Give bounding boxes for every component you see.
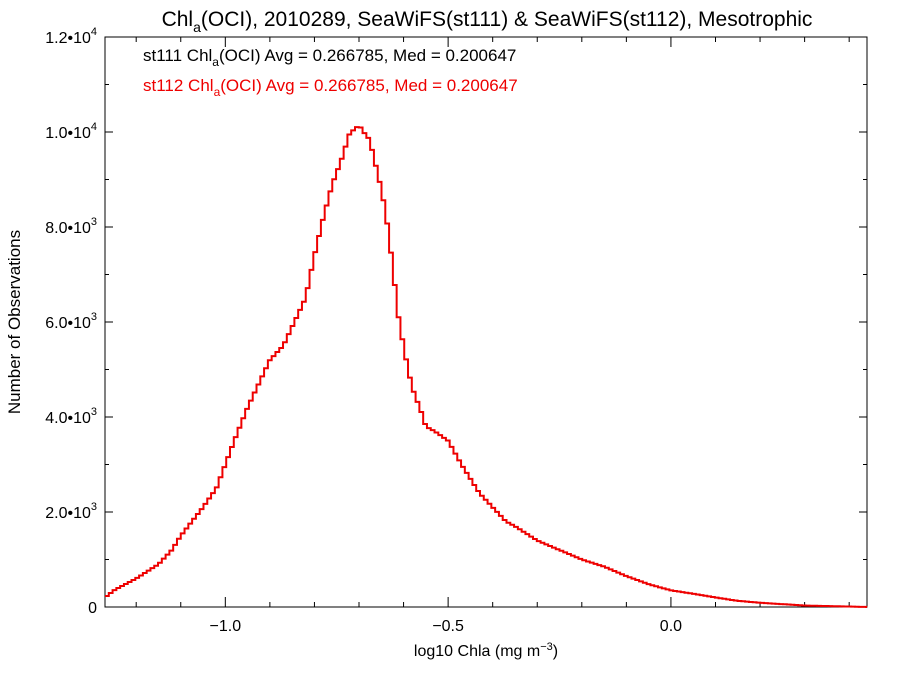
y-tick-label: 6.0•103 bbox=[45, 311, 97, 332]
y-axis: 0 2.0•103 4.0•103 6.0•103 8.0•103 1.0•104 1.2•… bbox=[45, 26, 867, 617]
x-tick-label: −1.0 bbox=[210, 618, 242, 635]
y-tick-label: 1.2•104 bbox=[45, 26, 97, 47]
x-tick-label: 0.0 bbox=[660, 618, 682, 635]
stats-annotations: st111 Chla(OCI) Avg = 0.266785, Med = 0.… bbox=[143, 46, 518, 99]
x-axis: −1.0 −0.5 0.0 bbox=[136, 37, 849, 635]
plot-frame bbox=[105, 37, 867, 607]
y-tick-label: 4.0•103 bbox=[45, 406, 97, 427]
x-axis-label: log10 Chla (mg m−3) bbox=[414, 641, 558, 660]
y-tick-label: 1.0•104 bbox=[45, 121, 97, 142]
y-tick-label: 8.0•103 bbox=[45, 216, 97, 237]
chart-title: Chla(OCI), 2010289, SeaWiFS(st111) & Sea… bbox=[162, 8, 813, 35]
y-tick-label: 0 bbox=[88, 600, 97, 617]
annotation-st111: st111 Chla(OCI) Avg = 0.266785, Med = 0.… bbox=[143, 46, 516, 69]
histogram-series-line bbox=[105, 127, 867, 607]
annotation-st112: st112 Chla(OCI) Avg = 0.266785, Med = 0.… bbox=[143, 76, 518, 99]
x-tick-label: −0.5 bbox=[432, 618, 464, 635]
y-axis-label: Number of Observations bbox=[5, 230, 24, 414]
y-tick-label: 2.0•103 bbox=[45, 501, 97, 522]
